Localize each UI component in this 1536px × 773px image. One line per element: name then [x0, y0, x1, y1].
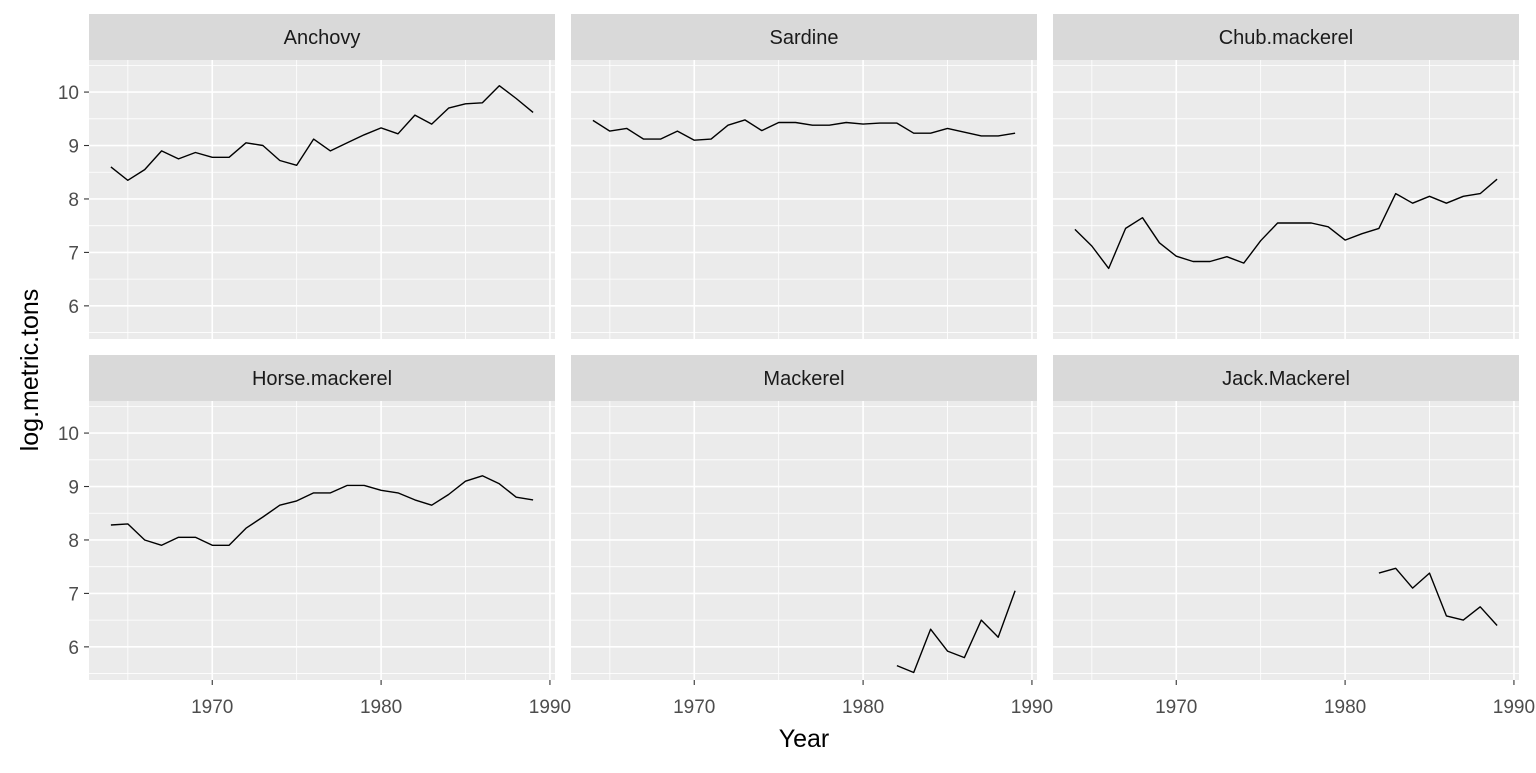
facet-strip-label-horse-mackerel: Horse.mackerel	[252, 368, 392, 390]
facet-strip-horse-mackerel	[89, 355, 555, 401]
x-tick-label: 1970	[191, 697, 233, 718]
x-tick-label: 1990	[1493, 697, 1535, 718]
facet-strip-jack-mackerel	[1053, 355, 1519, 401]
y-tick-label: 8	[68, 531, 79, 552]
y-tick-label: 7	[68, 584, 79, 605]
facet-strip-sardine	[571, 14, 1037, 60]
facet-strip-mackerel	[571, 355, 1037, 401]
y-tick-label: 9	[68, 478, 79, 499]
y-tick-label: 6	[68, 638, 79, 659]
x-tick-label: 1970	[1155, 697, 1197, 718]
x-axis-title: Year	[779, 725, 830, 753]
x-tick-label: 1990	[1011, 697, 1053, 718]
series-line-mackerel	[896, 590, 1016, 674]
facet-strip-label-sardine: Sardine	[770, 27, 839, 49]
y-tick-label: 10	[58, 424, 79, 445]
y-tick-label: 9	[68, 137, 79, 158]
x-tick-label: 1980	[842, 697, 884, 718]
facet-strip-label-mackerel: Mackerel	[763, 368, 844, 390]
x-tick-label: 1980	[1324, 697, 1366, 718]
y-tick-label: 6	[68, 297, 79, 318]
x-tick-label: 1970	[673, 697, 715, 718]
series-line-sardine	[592, 119, 1016, 141]
facet-strip-label-jack-mackerel: Jack.Mackerel	[1222, 368, 1350, 390]
series-line-anchovy	[110, 84, 534, 182]
y-axis-title: log.metric.tons	[16, 289, 44, 452]
facet-strip-anchovy	[89, 14, 555, 60]
facet-strip-chub-mackerel	[1053, 14, 1519, 60]
series-line-jack-mackerel	[1378, 567, 1498, 626]
y-tick-label: 8	[68, 190, 79, 211]
facet-strip-label-anchovy: Anchovy	[284, 27, 361, 49]
series-line-chub-mackerel	[1074, 178, 1498, 270]
series-line-horse-mackerel	[110, 475, 534, 546]
y-tick-label: 7	[68, 243, 79, 264]
y-tick-label: 10	[58, 83, 79, 104]
x-tick-label: 1980	[360, 697, 402, 718]
x-tick-label: 1990	[529, 697, 571, 718]
facet-strip-label-chub-mackerel: Chub.mackerel	[1219, 27, 1354, 49]
